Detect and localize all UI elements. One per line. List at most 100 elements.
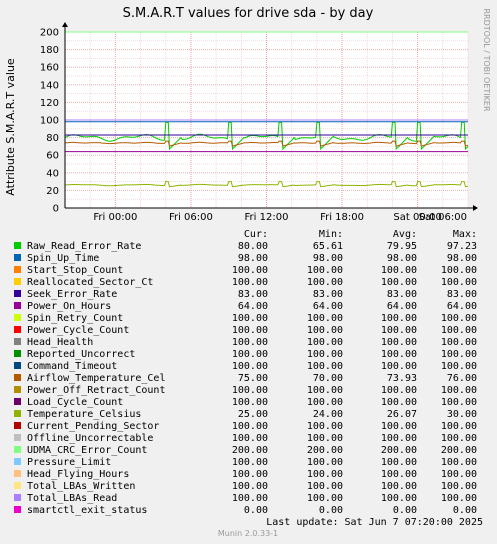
legend-swatch — [14, 494, 21, 501]
legend-value: 26.07 — [387, 409, 417, 420]
legend-value: 100.00 — [232, 349, 268, 360]
legend-series-name: Spin_Retry_Count — [27, 313, 123, 324]
legend-value: 100.00 — [232, 421, 268, 432]
legend-value: 100.00 — [307, 469, 343, 480]
legend-series-name: Total_LBAs_Written — [27, 481, 135, 492]
legend-series-name: Current_Pending_Sector — [27, 421, 159, 432]
legend-value: 100.00 — [232, 265, 268, 276]
legend-table: Cur: Min: Avg: Max: Raw_Read_Error_Rate 80.00… — [14, 229, 477, 516]
legend-swatch — [14, 506, 21, 513]
y-tick-label: 160 — [40, 63, 59, 74]
legend-value: 100.00 — [441, 481, 477, 492]
legend-value: 100.00 — [441, 349, 477, 360]
legend-series-name: smartctl_exit_status — [27, 505, 147, 516]
legend-value: 25.00 — [238, 409, 268, 420]
legend-value: 98.00 — [313, 253, 343, 264]
legend-series-name: Pressure_Limit — [27, 457, 111, 468]
legend-value: 100.00 — [307, 349, 343, 360]
legend-value: 100.00 — [441, 493, 477, 504]
legend-swatch — [14, 398, 21, 405]
legend-swatch — [14, 362, 21, 369]
legend-swatch — [14, 326, 21, 333]
legend-column-header: Avg: — [393, 229, 417, 240]
axes: 0 20 40 60 80 100 120 140 160 180 200 Fri 00:00 Fri … — [40, 22, 478, 223]
legend-value: 100.00 — [441, 337, 477, 348]
legend-series-name: Head_Health — [27, 337, 93, 348]
legend-value: 100.00 — [232, 481, 268, 492]
legend-series-name: Command_Timeout — [27, 361, 117, 372]
legend-value: 100.00 — [232, 337, 268, 348]
legend-value: 100.00 — [381, 433, 417, 444]
legend-series-name: Power_Off_Retract_Count — [27, 385, 165, 396]
legend-value: 100.00 — [381, 361, 417, 372]
legend-value: 79.95 — [387, 241, 417, 252]
legend-series-name: Power_Cycle_Count — [27, 325, 129, 336]
legend-value: 100.00 — [381, 421, 417, 432]
legend-value: 100.00 — [381, 265, 417, 276]
legend-value: 100.00 — [441, 265, 477, 276]
series-line-airflow-temperature-cel — [64, 140, 469, 147]
x-tick-label: Sat 00:00 — [393, 212, 441, 223]
legend-value: 65.61 — [313, 241, 343, 252]
legend-series-name: Offline_Uncorrectable — [27, 433, 153, 444]
legend-swatch — [14, 386, 21, 393]
legend-value: 100.00 — [381, 457, 417, 468]
legend-value: 80.00 — [238, 241, 268, 252]
legend-value: 83.00 — [238, 289, 268, 300]
legend-swatch — [14, 470, 21, 477]
legend-swatch — [14, 458, 21, 465]
legend-value: 100.00 — [307, 433, 343, 444]
legend-value: 100.00 — [441, 385, 477, 396]
y-tick-label: 140 — [40, 80, 59, 91]
legend-swatch — [14, 410, 21, 417]
legend-value: 0.00 — [319, 505, 343, 516]
legend-value: 100.00 — [441, 469, 477, 480]
legend-value: 76.00 — [447, 373, 477, 384]
legend-value: 75.00 — [238, 373, 268, 384]
legend-value: 100.00 — [381, 349, 417, 360]
y-axis-label: Attribute S.M.A.R.T value — [4, 58, 17, 196]
legend-series-name: Seek_Error_Rate — [27, 289, 117, 300]
legend-swatch — [14, 242, 21, 249]
legend-value: 83.00 — [313, 289, 343, 300]
legend-value: 100.00 — [232, 385, 268, 396]
legend-column-header: Min: — [319, 229, 343, 240]
legend-value: 0.00 — [453, 505, 477, 516]
legend-swatch — [14, 302, 21, 309]
legend-value: 100.00 — [381, 325, 417, 336]
y-tick-label: 20 — [46, 186, 59, 197]
legend-value: 200.00 — [441, 445, 477, 456]
legend-series-name: Raw_Read_Error_Rate — [27, 241, 141, 252]
legend-value: 100.00 — [441, 397, 477, 408]
legend-value: 83.00 — [387, 289, 417, 300]
legend-value: 100.00 — [381, 385, 417, 396]
x-tick-label: Sat 06:00 — [419, 212, 467, 223]
legend-value: 100.00 — [307, 493, 343, 504]
legend-value: 100.00 — [307, 361, 343, 372]
legend-value: 98.00 — [387, 253, 417, 264]
legend-value: 100.00 — [232, 397, 268, 408]
rrdtool-credit: RRDTOOL / TOBI OETIKER — [482, 8, 491, 111]
legend-series-name: Airflow_Temperature_Cel — [27, 373, 165, 384]
legend-series-name: Reported_Uncorrect — [27, 349, 135, 360]
y-tick-label: 80 — [46, 133, 59, 144]
legend-series-name: Power_On_Hours — [27, 301, 111, 312]
legend-value: 100.00 — [381, 277, 417, 288]
legend-value: 98.00 — [447, 253, 477, 264]
legend-value: 100.00 — [441, 313, 477, 324]
legend-value: 100.00 — [441, 325, 477, 336]
legend-value: 64.00 — [313, 301, 343, 312]
legend-value: 100.00 — [441, 433, 477, 444]
legend-series-name: Spin_Up_Time — [27, 253, 99, 264]
legend-value: 64.00 — [387, 301, 417, 312]
legend-series-name: Head_Flying_Hours — [27, 469, 129, 480]
legend-value: 97.23 — [447, 241, 477, 252]
legend-swatch — [14, 374, 21, 381]
legend-series-name: Reallocated_Sector_Ct — [27, 277, 153, 288]
legend-value: 0.00 — [393, 505, 417, 516]
legend-value: 100.00 — [307, 337, 343, 348]
legend-column-header: Max: — [453, 229, 477, 240]
legend-swatch — [14, 446, 21, 453]
legend-column-header: Cur: — [244, 229, 268, 240]
legend-value: 100.00 — [232, 361, 268, 372]
